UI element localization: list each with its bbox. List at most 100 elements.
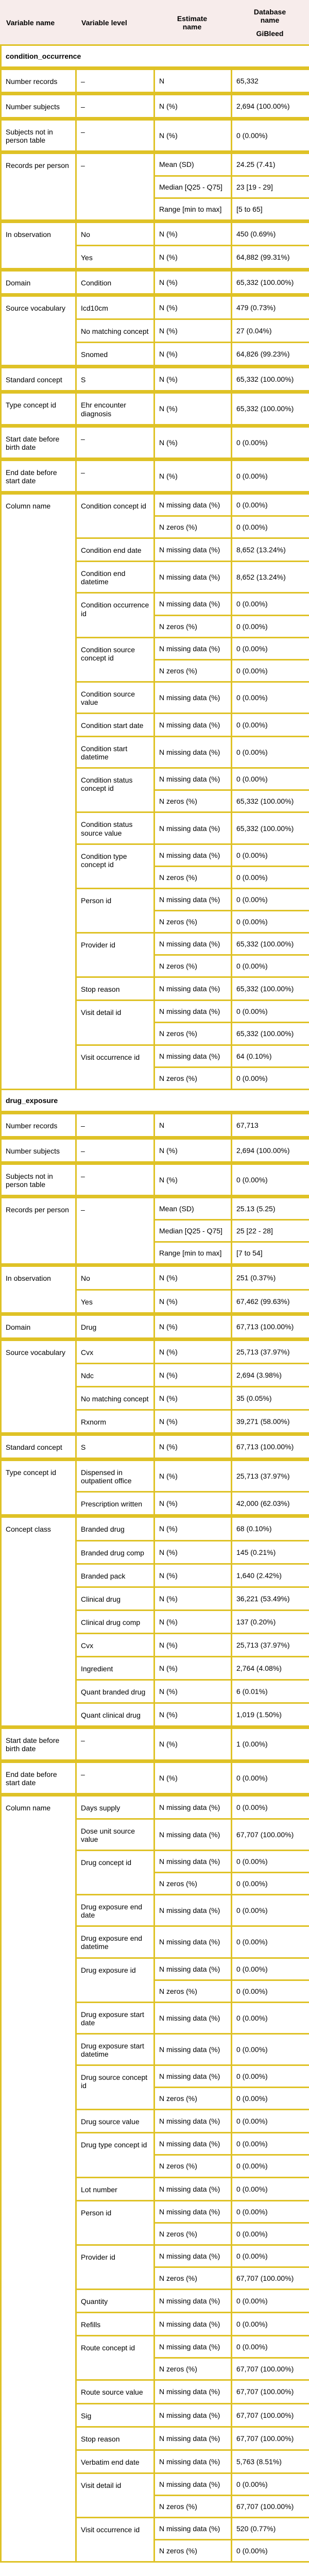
variable-level-cell: Verbatim end date — [75, 2449, 155, 2474]
variable-level-cell: Yes — [75, 1289, 155, 1315]
estimate-value-cell: 25.13 (5.25) — [230, 1195, 309, 1221]
variable-name-cell: Column name — [0, 1792, 77, 2563]
table-row: Quantity N missing data (%) 0 (0.00%) — [1, 2289, 309, 2314]
estimate-value-cell: 0 (0.00%) — [230, 843, 309, 867]
table-row: Concept class Branded drug N (%) 68 (0.10%) — [0, 1514, 309, 1728]
estimate-value-cell: 65,332 (100.00%) — [230, 267, 309, 296]
variable-level-cell: – — [75, 1110, 155, 1139]
variable-name-cell: Start date before birth date — [0, 1725, 77, 1762]
estimate-name-cell: N (%) — [153, 1702, 232, 1728]
estimate-name-cell: N (%) — [153, 1609, 232, 1634]
estimate-value-cell: 35 (0.05%) — [230, 1385, 309, 1411]
variable-name-cell: Type concept id — [0, 1458, 77, 1517]
estimate-value-cell: 0 (0.00%) — [230, 954, 309, 978]
table-row: Cvx N (%) 25,713 (37.97%) — [1, 1632, 309, 1658]
estimate-name-cell: N missing data (%) — [153, 636, 232, 660]
estimate-value-cell: 0 (0.00%) — [230, 736, 309, 769]
variable-level-cell: No — [75, 219, 155, 246]
table-row: Condition source value N missing data (%)… — [1, 681, 309, 715]
estimate-value-cell: 5,763 (8.51%) — [230, 2449, 309, 2474]
estimate-value-cell: 67,462 (99.63%) — [230, 1289, 309, 1315]
table-row: Condition status source value N missing d… — [1, 811, 309, 845]
estimate-name-cell: N (%) — [153, 1362, 232, 1387]
table-row: Refills N missing data (%) 0 (0.00%) — [1, 2312, 309, 2337]
estimate-value-cell: 67,707 (100.00%) — [230, 2402, 309, 2428]
estimate-value-cell: 27 (0.04%) — [230, 318, 309, 344]
variable-level-cell: No — [75, 1263, 155, 1291]
estimate-name-cell: N — [153, 66, 232, 95]
table-row: Visit detail id N missing data (%) 0 (0.00… — [1, 999, 309, 1046]
table-row: Stop reason N missing data (%) 65,332 (100… — [1, 976, 309, 1002]
variable-name-cell: Concept class — [0, 1514, 77, 1728]
estimate-value-cell: 2,764 (4.08%) — [230, 1656, 309, 1681]
estimate-value-cell: 0 (0.00%) — [230, 658, 309, 683]
variable-name-cell: Standard concept — [0, 365, 77, 393]
table-row: Visit occurrence id N missing data (%) 64 … — [1, 1044, 309, 1090]
table-row: End date before start date – N (%) 0 (0.00%… — [0, 457, 309, 494]
estimate-value-cell: 65,332 (100.00%) — [230, 365, 309, 393]
estimate-name-cell: N (%) — [153, 457, 232, 494]
table-row: N zeros (%) 0 (0.00%) — [1, 954, 309, 978]
estimate-value-cell: 2,694 (100.00%) — [230, 1136, 309, 1164]
estimate-name-cell: N (%) — [153, 1289, 232, 1315]
estimate-name-cell: Mean (SD) — [153, 150, 232, 177]
variable-level-cell: Person id — [75, 887, 155, 934]
estimate-value-cell: 0 (0.00%) — [230, 712, 309, 738]
estimate-value-cell: 0 (0.00%) — [230, 1925, 309, 1959]
table-row: Number subjects – N (%) 2,694 (100.00%) — [0, 92, 309, 120]
estimate-value-cell: 67,707 (100.00%) — [230, 2426, 309, 2451]
estimate-value-cell: 0 (0.00%) — [230, 1792, 309, 1820]
table-row: Quant branded drug N (%) 6 (0.01%) — [1, 1679, 309, 1704]
table-row: Visit occurrence id N missing data (%) 520… — [1, 2516, 309, 2563]
estimate-name-cell: N missing data (%) — [153, 2032, 232, 2066]
table-row: Number records – N 65,332 — [0, 66, 309, 95]
estimate-value-cell: 0 (0.00%) — [230, 1979, 309, 2003]
variable-level-cell: Condition — [75, 267, 155, 296]
variable-level-cell: Ndc — [75, 1362, 155, 1387]
variable-level-cell: No matching concept — [75, 318, 155, 344]
estimate-name-cell: N (%) — [153, 1161, 232, 1198]
table-row: N zeros (%) 0 (0.00%) — [1, 909, 309, 934]
column-header-database-cell: Database name GiBleed — [231, 2, 309, 43]
variable-level-cell: Drug exposure start date — [75, 2001, 155, 2035]
estimate-name-cell: N missing data (%) — [153, 2064, 232, 2089]
variable-level-cell: Days supply — [75, 1792, 155, 1820]
estimate-value-cell: 1,640 (2.42%) — [230, 1563, 309, 1588]
estimate-value-cell: 0 (0.00%) — [230, 2312, 309, 2337]
estimate-value-cell: 0 (0.00%) — [230, 490, 309, 517]
variable-level-cell: Ingredient — [75, 1656, 155, 1681]
estimate-value-cell: 2,694 (100.00%) — [230, 92, 309, 120]
estimate-name-cell: N (%) — [153, 1759, 232, 1795]
estimate-name-cell: N missing data (%) — [153, 843, 232, 867]
estimate-name-cell: N missing data (%) — [153, 2289, 232, 2314]
estimate-name-cell: N missing data (%) — [153, 561, 232, 594]
variable-level-cell: S — [75, 1432, 155, 1461]
estimate-name-cell: N missing data (%) — [153, 2312, 232, 2337]
variable-level-cell: Condition status source value — [75, 811, 155, 845]
variable-level-cell: Cvx — [75, 1632, 155, 1658]
estimate-name-cell: N missing data (%) — [153, 2516, 232, 2541]
estimate-name-cell: N (%) — [153, 117, 232, 154]
estimate-name-cell: N (%) — [153, 267, 232, 296]
table-row: N zeros (%) 0 (0.00%) — [1, 1979, 309, 2003]
summary-table: condition_occurrence Number records – N 65,3… — [0, 44, 309, 2563]
table-row: N zeros (%) 67,707 (100.00%) — [1, 2357, 309, 2381]
estimate-value-cell: 0 (0.00%) — [230, 423, 309, 460]
estimate-name-cell: N missing data (%) — [153, 2109, 232, 2134]
estimate-value-cell: [7 to 54] — [230, 1241, 309, 1266]
estimate-name-cell: N missing data (%) — [153, 976, 232, 1002]
table-row: Condition end datetime N missing data (%)… — [1, 561, 309, 594]
estimate-name-cell: N missing data (%) — [153, 767, 232, 791]
estimate-value-cell: 1 (0.00%) — [230, 1725, 309, 1762]
estimate-value-cell: 2,694 (3.98%) — [230, 1362, 309, 1387]
estimate-name-cell: N (%) — [153, 1679, 232, 1704]
variable-level-cell: Branded pack — [75, 1563, 155, 1588]
estimate-name-cell: N missing data (%) — [153, 1925, 232, 1959]
estimate-name-cell: N missing data (%) — [153, 2379, 232, 2404]
estimate-value-cell: 0 (0.00%) — [230, 1161, 309, 1198]
table-row: N zeros (%) 67,707 (100.00%) — [1, 2266, 309, 2291]
estimate-value-cell: 67,713 — [230, 1110, 309, 1139]
table-row: Clinical drug N (%) 36,221 (53.49%) — [1, 1586, 309, 1611]
table-row: Snomed N (%) 64,826 (99.23%) — [1, 342, 309, 368]
table-row: Median [Q25 - Q75] 23 [19 - 29] — [1, 175, 309, 199]
